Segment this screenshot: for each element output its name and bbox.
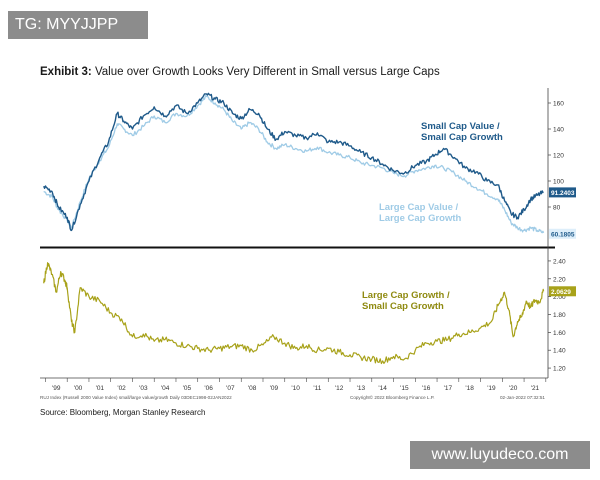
x-tick-label: '10 (291, 385, 300, 392)
x-tick-label: '01 (96, 385, 105, 392)
x-tick-label: '04 (161, 385, 170, 392)
x-tick-label: '02 (117, 385, 126, 392)
x-tick-label: '14 (378, 385, 387, 392)
x-tick-label: '11 (313, 385, 321, 392)
growth-last-value-box (549, 286, 576, 297)
x-tick-label: '09 (270, 385, 279, 392)
bottom-y-tick-label: 1.20 (553, 366, 566, 373)
x-tick-label: '17 (444, 385, 453, 392)
x-tick-label: '18 (465, 385, 474, 392)
footer-center-note: Copyright© 2022 Bloomberg Finance L.P. (350, 394, 435, 400)
top-y-tick-label: 80 (553, 205, 561, 212)
bottom-y-tick-label: 2.20 (553, 276, 566, 283)
x-tick-label: '19 (487, 385, 496, 392)
watermark-bottom: www.luyudeco.com (410, 441, 590, 469)
x-tick-label: '05 (183, 385, 192, 392)
exhibit-title-text: Value over Growth Looks Very Different i… (94, 66, 440, 78)
x-tick-label: '08 (248, 385, 257, 392)
small-cap-last-value-box (549, 187, 576, 198)
top-y-tick-label: 140 (553, 127, 564, 134)
large-cap-value-growth-line (43, 95, 545, 234)
x-axis: '99 '00 '01 '02 '03 '04 '05 '06 '07 '08 '09 '10 '11 '… (45, 378, 547, 392)
growth-series-label-line-2: Small Cap Growth (362, 301, 444, 312)
top-y-tick-label: 160 (553, 101, 564, 108)
large-cap-last-value: 60.1805 (551, 231, 575, 238)
exhibit-title: Exhibit 3: Value over Growth Looks Very … (40, 66, 440, 78)
small-cap-last-value: 91.2403 (551, 190, 575, 197)
x-tick-label: '21 (531, 385, 540, 392)
x-tick-label: '13 (357, 385, 366, 392)
x-tick-label: '00 (74, 385, 83, 392)
x-tick-label: '20 (509, 385, 518, 392)
bottom-y-tick-label: 2.00 (553, 294, 566, 301)
x-tick-label: '15 (400, 385, 409, 392)
bottom-y-tick-label: 1.60 (553, 330, 566, 337)
bottom-y-tick-label: 1.40 (553, 348, 566, 355)
large-cap-series-label-line-1: Large Cap Value / (379, 202, 459, 213)
bottom-y-tick-label: 1.80 (553, 312, 566, 319)
large-cap-last-value-box (549, 228, 576, 239)
x-tick-label: '03 (139, 385, 148, 392)
small-cap-value-growth-line (43, 92, 544, 232)
top-y-tick-label: 120 (553, 153, 564, 160)
bottom-panel: 1.20 1.40 1.60 1.80 2.00 2.20 2.40 Large Cap Gr… (43, 258, 576, 373)
x-tick-label: '16 (422, 385, 431, 392)
footer-left-note: RUJ Index (Russell 2000 Value Index) sma… (40, 395, 232, 400)
bottom-y-tick-label: 2.40 (553, 258, 566, 265)
growth-last-value: 2.0629 (551, 289, 571, 296)
top-y-tick-label: 100 (553, 179, 564, 186)
source-note: Source: Bloomberg, Morgan Stanley Resear… (40, 408, 205, 417)
exhibit-label: Exhibit 3: (40, 66, 92, 78)
x-tick-label: '06 (204, 385, 213, 392)
large-small-growth-line (43, 262, 545, 365)
large-cap-series-label-line-2: Large Cap Growth (379, 213, 462, 224)
top-panel: 80 100 120 140 160 Small Cap Value /Small Cap… (43, 92, 576, 239)
x-tick-label: '99 (52, 385, 61, 392)
footer-right-note: 02-Jan-2022 07:32:51 (500, 395, 545, 400)
x-tick-label: '07 (226, 385, 235, 392)
small-cap-series-label-line-2: Small Cap Growth (421, 132, 503, 143)
watermark-top: TG: MYYJJPP (8, 11, 148, 39)
growth-series-label-line-1: Large Cap Growth / (362, 290, 450, 301)
small-cap-series-label-line-1: Small Cap Value / (421, 121, 500, 132)
x-tick-label: '12 (335, 385, 344, 392)
